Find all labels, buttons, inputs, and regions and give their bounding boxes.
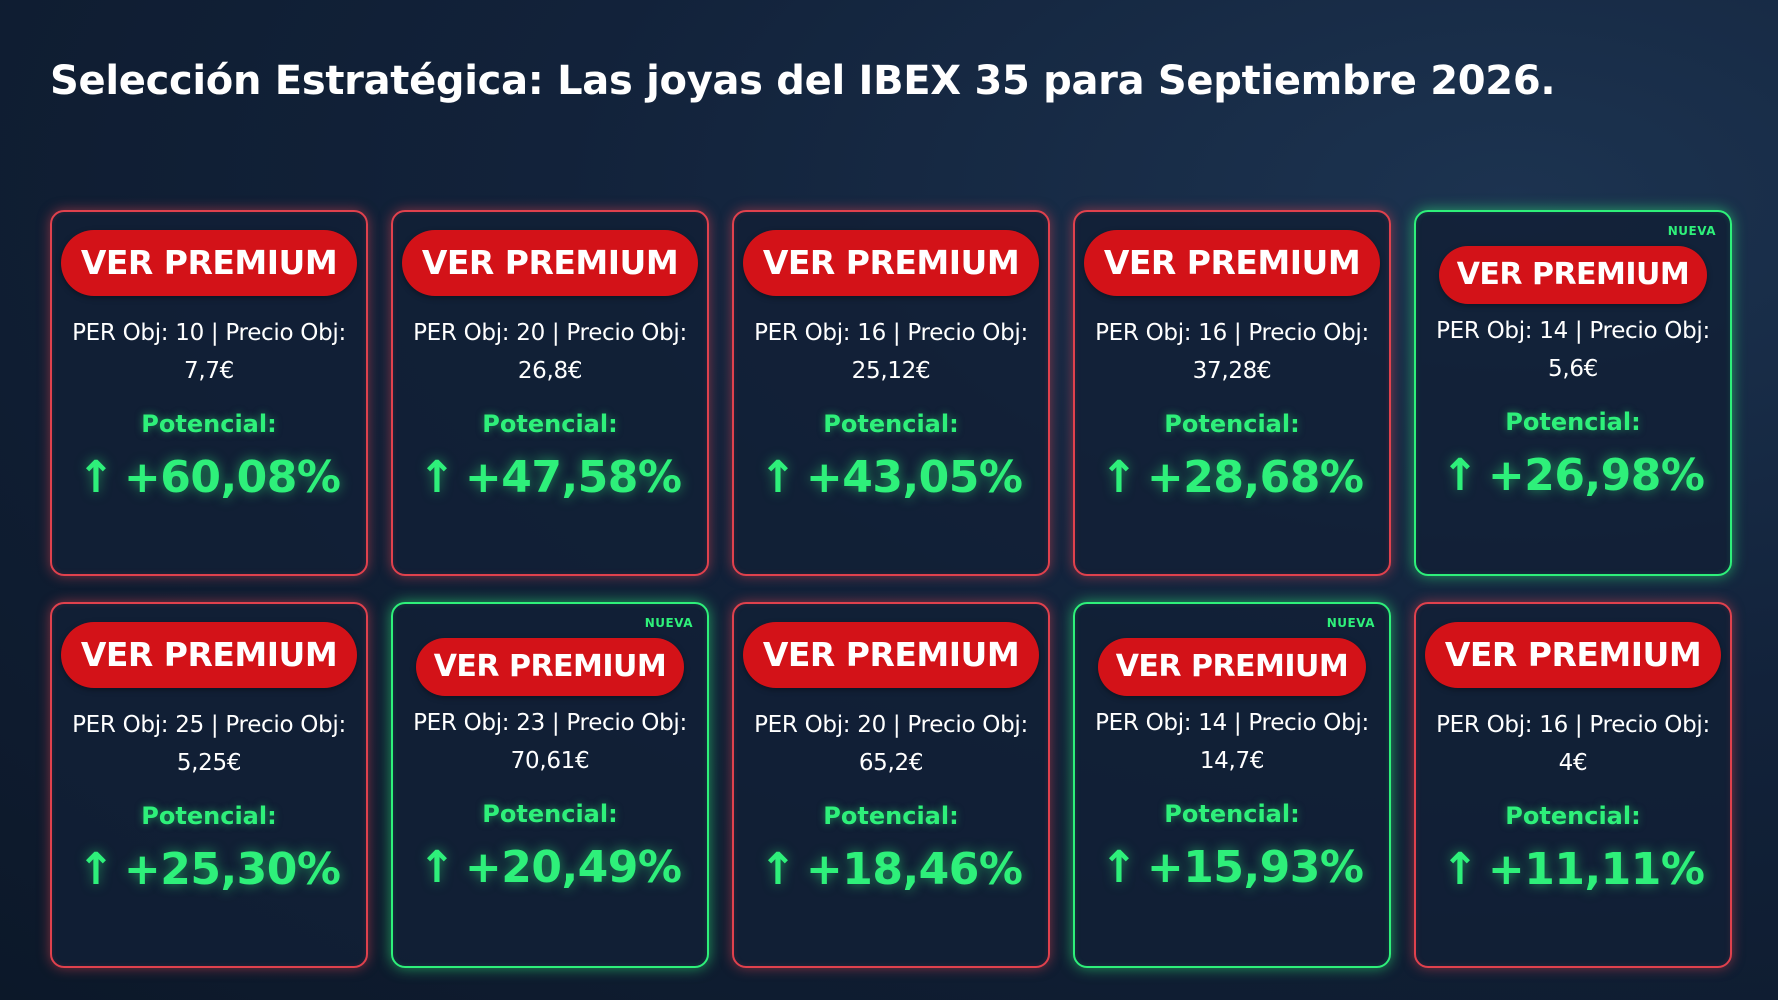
potencial-value-row: ↑ +11,11% (1416, 844, 1730, 895)
stock-card: VER PREMIUM PER Obj: 10 | Precio Obj: 7,… (50, 210, 368, 576)
per-target-line: PER Obj: 10 | Precio Obj: (72, 320, 346, 346)
potencial-value: +25,30% (123, 844, 341, 895)
potencial-value: +43,05% (805, 452, 1023, 503)
price-target-value: 5,25€ (176, 750, 242, 776)
per-target-line: PER Obj: 20 | Precio Obj: (754, 712, 1028, 738)
per-target-line: PER Obj: 16 | Precio Obj: (1436, 712, 1710, 738)
per-target-line: PER Obj: 23 | Precio Obj: (413, 710, 687, 736)
price-target-value: 26,8€ (517, 358, 583, 384)
arrow-up-icon: ↑ (759, 844, 796, 895)
potencial-label: Potencial: (1164, 800, 1300, 828)
arrow-up-icon: ↑ (759, 452, 796, 503)
nueva-badge: NUEVA (644, 616, 693, 630)
arrow-up-icon: ↑ (77, 452, 114, 503)
potencial-label: Potencial: (141, 802, 277, 830)
potencial-label: Potencial: (1164, 410, 1300, 438)
ver-premium-button[interactable]: VER PREMIUM (415, 638, 685, 696)
price-target-value: 14,7€ (1199, 748, 1265, 774)
price-target-value: 5,6€ (1547, 356, 1598, 382)
potencial-value-row: ↑ +43,05% (734, 452, 1048, 503)
potencial-value-row: ↑ +20,49% (393, 842, 707, 893)
per-target-line: PER Obj: 20 | Precio Obj: (413, 320, 687, 346)
potencial-value-row: ↑ +28,68% (1075, 452, 1389, 503)
potencial-value: +26,98% (1487, 450, 1705, 501)
potencial-value-row: ↑ +25,30% (52, 844, 366, 895)
arrow-up-icon: ↑ (418, 842, 455, 893)
potencial-label: Potencial: (1505, 802, 1641, 830)
stock-card: VER PREMIUM PER Obj: 25 | Precio Obj: 5,… (50, 602, 368, 968)
potencial-label: Potencial: (482, 800, 618, 828)
arrow-up-icon: ↑ (418, 452, 455, 503)
stock-card: NUEVA VER PREMIUM PER Obj: 14 | Precio O… (1073, 602, 1391, 968)
potencial-value: +47,58% (464, 452, 682, 503)
potencial-label: Potencial: (823, 802, 959, 830)
arrow-up-icon: ↑ (1441, 450, 1478, 501)
arrow-up-icon: ↑ (77, 844, 114, 895)
ver-premium-button[interactable]: VER PREMIUM (742, 230, 1040, 296)
nueva-badge: NUEVA (1326, 616, 1375, 630)
ver-premium-button[interactable]: VER PREMIUM (1097, 638, 1367, 696)
per-target-line: PER Obj: 16 | Precio Obj: (1095, 320, 1369, 346)
potencial-value-row: ↑ +18,46% (734, 844, 1048, 895)
potencial-value: +20,49% (464, 842, 682, 893)
ver-premium-button[interactable]: VER PREMIUM (60, 230, 358, 296)
per-target-line: PER Obj: 25 | Precio Obj: (72, 712, 346, 738)
stock-card: NUEVA VER PREMIUM PER Obj: 23 | Precio O… (391, 602, 709, 968)
stock-card: VER PREMIUM PER Obj: 16 | Precio Obj: 37… (1073, 210, 1391, 576)
cards-grid: VER PREMIUM PER Obj: 10 | Precio Obj: 7,… (50, 210, 1732, 968)
potencial-label: Potencial: (482, 410, 618, 438)
ver-premium-button[interactable]: VER PREMIUM (60, 622, 358, 688)
per-target-line: PER Obj: 16 | Precio Obj: (754, 320, 1028, 346)
potencial-label: Potencial: (141, 410, 277, 438)
potencial-value: +28,68% (1146, 452, 1364, 503)
potencial-label: Potencial: (823, 410, 959, 438)
ver-premium-button[interactable]: VER PREMIUM (401, 230, 699, 296)
potencial-value: +15,93% (1146, 842, 1364, 893)
price-target-value: 25,12€ (851, 358, 931, 384)
arrow-up-icon: ↑ (1441, 844, 1478, 895)
ver-premium-button[interactable]: VER PREMIUM (742, 622, 1040, 688)
ver-premium-button[interactable]: VER PREMIUM (1083, 230, 1381, 296)
price-target-value: 4€ (1558, 750, 1588, 776)
page-title: Selección Estratégica: Las joyas del IBE… (50, 58, 1556, 104)
price-target-value: 70,61€ (510, 748, 590, 774)
stock-card: VER PREMIUM PER Obj: 20 | Precio Obj: 26… (391, 210, 709, 576)
per-target-line: PER Obj: 14 | Precio Obj: (1436, 318, 1710, 344)
stock-card: NUEVA VER PREMIUM PER Obj: 14 | Precio O… (1414, 210, 1732, 576)
price-target-value: 37,28€ (1192, 358, 1272, 384)
potencial-value-row: ↑ +15,93% (1075, 842, 1389, 893)
potencial-value: +60,08% (123, 452, 341, 503)
stock-card: VER PREMIUM PER Obj: 16 | Precio Obj: 4€… (1414, 602, 1732, 968)
potencial-value-row: ↑ +60,08% (52, 452, 366, 503)
potencial-value: +11,11% (1487, 844, 1705, 895)
potencial-value: +18,46% (805, 844, 1023, 895)
ver-premium-button[interactable]: VER PREMIUM (1424, 622, 1722, 688)
potencial-label: Potencial: (1505, 408, 1641, 436)
arrow-up-icon: ↑ (1100, 842, 1137, 893)
potencial-value-row: ↑ +26,98% (1416, 450, 1730, 501)
nueva-badge: NUEVA (1667, 224, 1716, 238)
price-target-value: 7,7€ (183, 358, 234, 384)
per-target-line: PER Obj: 14 | Precio Obj: (1095, 710, 1369, 736)
potencial-value-row: ↑ +47,58% (393, 452, 707, 503)
stock-card: VER PREMIUM PER Obj: 16 | Precio Obj: 25… (732, 210, 1050, 576)
arrow-up-icon: ↑ (1100, 452, 1137, 503)
stock-card: VER PREMIUM PER Obj: 20 | Precio Obj: 65… (732, 602, 1050, 968)
ver-premium-button[interactable]: VER PREMIUM (1438, 246, 1708, 304)
price-target-value: 65,2€ (858, 750, 924, 776)
